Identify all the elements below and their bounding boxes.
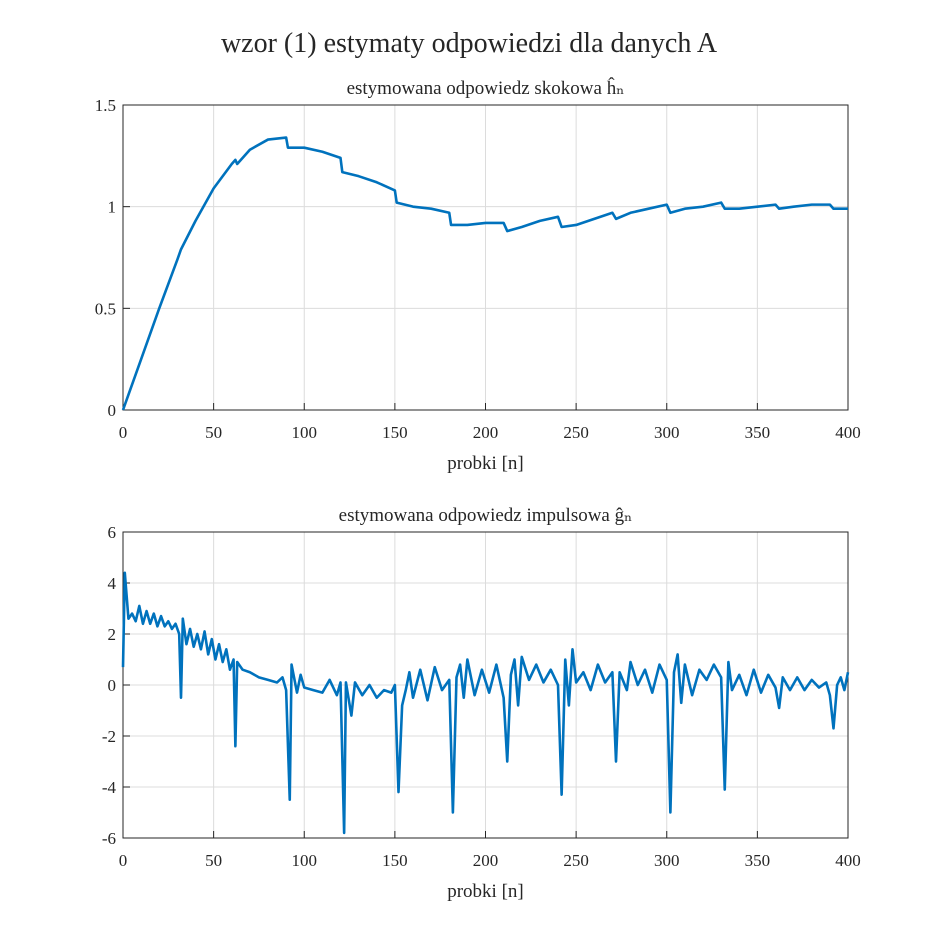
y-tick-label: 1 — [108, 198, 117, 217]
data-line — [121, 571, 850, 835]
x-axis-label: probki [n] — [447, 881, 524, 902]
axes-title: estymowana odpowiedz skokowa ĥₙ — [347, 77, 625, 99]
x-tick-label: 50 — [205, 423, 222, 442]
x-tick-label: 250 — [563, 851, 589, 870]
y-tick-label: -4 — [102, 778, 117, 797]
x-tick-label: 300 — [654, 851, 680, 870]
y-tick-label: 0 — [108, 401, 117, 420]
x-tick-label: 150 — [382, 423, 408, 442]
x-tick-label: 350 — [745, 851, 771, 870]
axes-title: estymowana odpowiedz impulsowa ĝₙ — [339, 505, 633, 526]
y-tick-label: 0 — [108, 676, 117, 695]
y-tick-label: -2 — [102, 727, 116, 746]
x-tick-label: 350 — [745, 423, 771, 442]
data-line — [121, 136, 848, 411]
x-tick-label: 400 — [835, 423, 861, 442]
y-tick-label: 1.5 — [95, 96, 116, 115]
x-axis-label: probki [n] — [447, 453, 524, 474]
figure-title: wzor (1) estymaty odpowiedzi dla danych … — [221, 28, 718, 59]
x-tick-label: 200 — [473, 851, 499, 870]
x-tick-label: 200 — [473, 423, 499, 442]
x-tick-label: 100 — [292, 851, 318, 870]
x-tick-label: 250 — [563, 423, 589, 442]
axes-box — [122, 531, 849, 839]
y-tick-label: 6 — [108, 523, 117, 542]
x-tick-label: 400 — [835, 851, 861, 870]
y-tick-label: -6 — [102, 829, 116, 848]
axes-box — [122, 104, 849, 411]
x-tick-label: 0 — [119, 423, 128, 442]
y-tick-label: 2 — [108, 625, 117, 644]
x-tick-label: 300 — [654, 423, 680, 442]
x-tick-label: 100 — [292, 423, 318, 442]
y-tick-label: 0.5 — [95, 299, 116, 318]
x-tick-label: 0 — [119, 851, 128, 870]
x-tick-label: 50 — [205, 851, 222, 870]
y-tick-label: 4 — [108, 574, 117, 593]
x-tick-label: 150 — [382, 851, 408, 870]
